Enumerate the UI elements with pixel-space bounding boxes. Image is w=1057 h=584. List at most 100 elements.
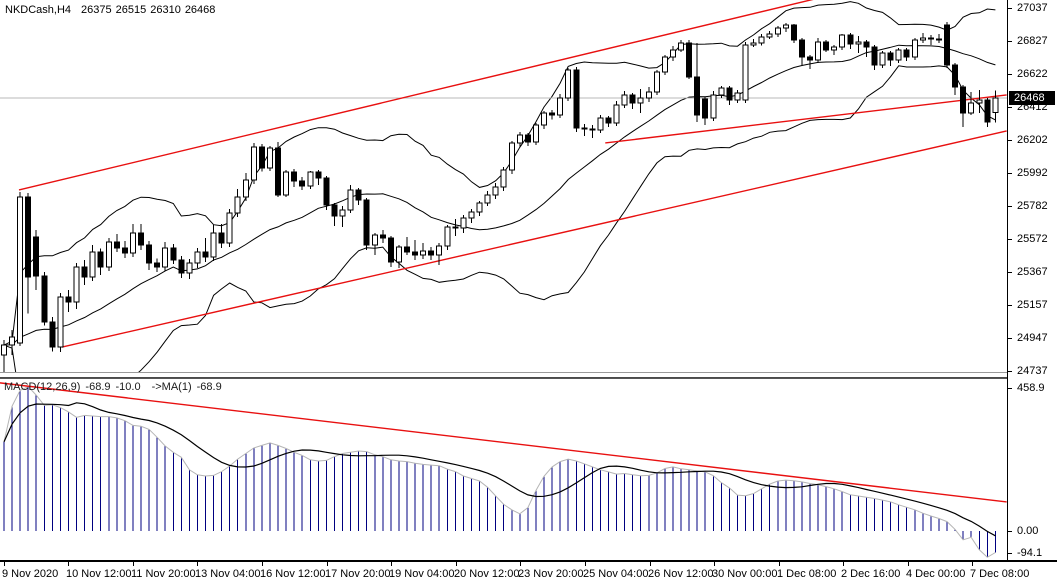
candlestick bbox=[412, 251, 419, 256]
candlestick bbox=[41, 275, 48, 323]
candlestick bbox=[935, 38, 942, 41]
time-tick-dash bbox=[197, 562, 198, 566]
price-tick-label: 26622 bbox=[1017, 68, 1048, 80]
candlestick bbox=[226, 212, 233, 244]
candlestick bbox=[210, 232, 217, 258]
candlestick bbox=[178, 259, 185, 274]
trendline-upper-channel[interactable] bbox=[18, 0, 1007, 191]
candlestick bbox=[9, 336, 16, 346]
candlestick bbox=[363, 199, 370, 246]
candlestick bbox=[218, 232, 225, 244]
price-tick-label-dash bbox=[1008, 107, 1012, 108]
candlestick bbox=[436, 245, 443, 256]
candlestick bbox=[686, 42, 693, 78]
time-axis-label: 25 Nov 04:00 bbox=[583, 568, 649, 580]
time-axis-label: 1 Dec 08:00 bbox=[777, 568, 837, 580]
candlestick bbox=[823, 41, 830, 51]
trendline-inner-support[interactable] bbox=[605, 94, 1007, 144]
price-tick-label-dash bbox=[1008, 8, 1012, 9]
time-axis[interactable]: 9 Nov 2020 10 Nov 12:00 11 Nov 20:00 13 Nov… bbox=[0, 560, 1057, 584]
candlestick bbox=[839, 34, 846, 48]
price-tick-label: 26202 bbox=[1017, 134, 1048, 146]
candlestick bbox=[275, 147, 282, 196]
trendline-lower-channel[interactable] bbox=[61, 130, 1007, 348]
candlestick bbox=[637, 97, 644, 104]
candlestick bbox=[718, 87, 725, 96]
candlestick bbox=[871, 46, 878, 66]
candlestick bbox=[790, 24, 797, 41]
time-axis-label: 11 Nov 20:00 bbox=[131, 568, 196, 580]
time-axis-label: 17 Nov 20:00 bbox=[325, 568, 391, 580]
candlestick bbox=[339, 209, 346, 217]
candlestick bbox=[508, 142, 515, 171]
current-price-tag: 26468 bbox=[1009, 91, 1055, 105]
candlestick bbox=[355, 189, 362, 201]
candlestick bbox=[758, 36, 765, 44]
quote-high: 26515 bbox=[115, 4, 147, 16]
price-tick-label: 27037 bbox=[1017, 2, 1048, 14]
candlestick bbox=[484, 194, 491, 204]
main-price-chart[interactable] bbox=[0, 0, 1007, 372]
candlestick bbox=[960, 86, 967, 114]
candlestick bbox=[734, 92, 741, 101]
candlestick bbox=[395, 246, 402, 263]
candlestick bbox=[516, 134, 523, 144]
price-tick-label-dash bbox=[1008, 239, 1012, 240]
macd-indicator-label: MACD(12,26,9) -68.9 -10.0 ->MA(1) -68.9 bbox=[4, 381, 227, 393]
candlestick bbox=[831, 46, 838, 51]
macd-descending-trendline[interactable] bbox=[0, 382, 1007, 503]
candlestick bbox=[589, 128, 596, 131]
candlestick bbox=[605, 117, 612, 124]
candlestick bbox=[742, 44, 749, 101]
candlestick bbox=[468, 211, 475, 219]
candlestick bbox=[549, 112, 556, 116]
candlestick bbox=[532, 124, 539, 143]
candlestick bbox=[984, 99, 991, 123]
candlestick bbox=[678, 42, 685, 51]
macd-name: MACD(12,26,9) bbox=[4, 381, 81, 393]
candlestick bbox=[524, 134, 531, 143]
price-tick-label-dash bbox=[1008, 206, 1012, 207]
candlestick bbox=[154, 262, 161, 268]
candlestick bbox=[613, 104, 620, 124]
time-axis-label: 10 Nov 12:00 bbox=[66, 568, 132, 580]
quote-open: 26375 bbox=[81, 4, 112, 16]
candlestick bbox=[420, 250, 427, 256]
candlestick bbox=[121, 247, 128, 254]
candlestick bbox=[105, 241, 112, 268]
macd-tick-label: 458.9 bbox=[1017, 382, 1045, 394]
candlestick bbox=[500, 169, 507, 188]
price-axis[interactable]: 26468 27037 26827 26622 26412 26202 25992 2578… bbox=[1007, 0, 1057, 560]
price-tick-label-dash bbox=[1008, 305, 1012, 306]
time-axis-label: 20 Nov 12:00 bbox=[454, 568, 520, 580]
macd-ma1-overlay-line bbox=[3, 385, 996, 558]
candlestick bbox=[315, 171, 322, 179]
candlestick bbox=[879, 52, 886, 66]
candlestick bbox=[629, 94, 636, 104]
price-tick-label-dash bbox=[1008, 74, 1012, 75]
candlestick bbox=[653, 71, 660, 93]
macd-overlay-name: ->MA(1) bbox=[151, 381, 192, 393]
candlestick bbox=[138, 232, 145, 246]
price-tick-label-dash bbox=[1008, 140, 1012, 141]
candlestick bbox=[25, 196, 32, 278]
candlestick bbox=[750, 42, 757, 46]
macd-tick-label: 0.00 bbox=[1017, 525, 1039, 537]
macd-main-value: -68.9 bbox=[85, 381, 111, 393]
candlestick bbox=[895, 49, 902, 61]
price-tick-label: 26827 bbox=[1017, 35, 1048, 47]
time-tick-dash bbox=[520, 562, 521, 566]
price-tick-label-dash bbox=[1008, 338, 1012, 339]
candlestick bbox=[379, 234, 386, 239]
pane-divider[interactable] bbox=[0, 372, 1007, 378]
candlestick bbox=[968, 102, 975, 114]
macd-signal-line bbox=[3, 402, 996, 537]
macd-indicator-pane[interactable] bbox=[0, 378, 1007, 560]
candlestick bbox=[807, 56, 813, 61]
candlestick bbox=[492, 186, 499, 196]
candlestick bbox=[250, 146, 257, 181]
time-tick-dash bbox=[843, 562, 844, 566]
candlestick bbox=[774, 27, 781, 35]
candlestick bbox=[669, 49, 676, 58]
candlestick bbox=[573, 69, 580, 129]
